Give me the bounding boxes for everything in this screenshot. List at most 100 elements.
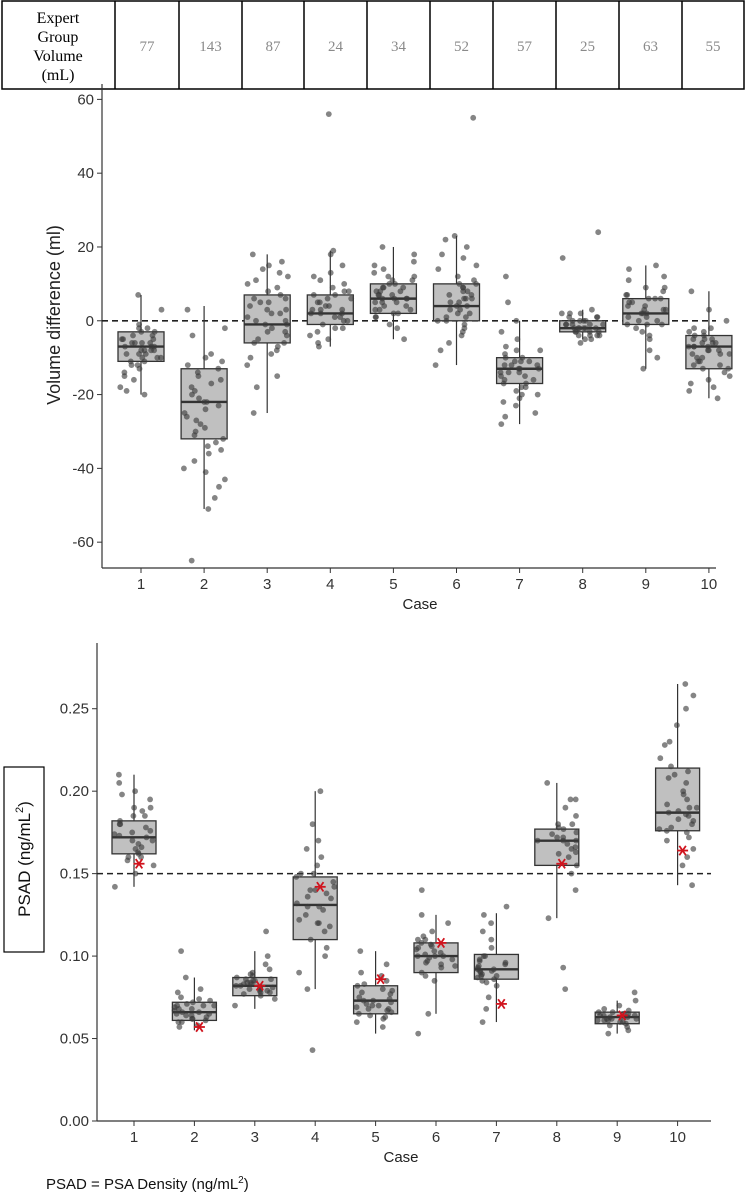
data-point — [131, 376, 137, 383]
data-point — [327, 269, 334, 276]
data-point — [222, 476, 228, 483]
data-point — [425, 1010, 432, 1017]
data-point — [268, 351, 275, 357]
data-point — [523, 380, 529, 387]
top-chart-axes: -60 -40 -20 0 20 40 60 1 2 3 4 5 6 7 8 9 10 — [72, 84, 717, 593]
x-tick-label-case-5: 5 — [371, 1129, 379, 1146]
data-point — [706, 306, 712, 313]
data-point — [359, 989, 365, 996]
data-point — [571, 325, 578, 332]
data-point — [218, 447, 225, 453]
x-tick-label-case-6: 6 — [452, 576, 460, 593]
data-point — [244, 362, 251, 368]
data-point — [643, 314, 650, 320]
marker-stroke — [557, 858, 566, 869]
x-tick-label-case-5: 5 — [389, 576, 397, 593]
table-header-line-1: Expert — [37, 10, 80, 27]
data-point — [281, 340, 287, 346]
marker-stroke — [134, 858, 144, 869]
data-point — [317, 310, 324, 317]
expert-volume-case-8: 25 — [580, 39, 595, 55]
data-point — [243, 976, 249, 983]
y-tick-label: 0.15 — [60, 866, 89, 883]
data-point — [429, 928, 436, 935]
data-point — [182, 974, 189, 981]
data-point — [319, 321, 326, 328]
data-point — [479, 928, 486, 935]
data-point — [143, 834, 150, 841]
data-point — [498, 421, 505, 427]
data-point — [269, 984, 276, 991]
x-tick-label-case-4: 4 — [311, 1129, 319, 1146]
data-point — [646, 332, 653, 339]
data-point — [415, 936, 421, 943]
data-point — [383, 961, 390, 968]
data-point — [569, 317, 576, 324]
marker-stroke — [678, 845, 687, 856]
data-point — [283, 306, 289, 313]
data-point — [181, 465, 187, 472]
x-tick-label-case-2: 2 — [200, 576, 208, 593]
data-point — [310, 870, 317, 877]
data-point — [303, 846, 310, 852]
data-point — [626, 266, 632, 272]
marker-stroke — [195, 1021, 204, 1033]
data-point — [277, 292, 284, 298]
data-point — [503, 273, 509, 280]
data-point — [476, 958, 483, 964]
data-point — [266, 966, 273, 973]
data-point — [686, 804, 693, 811]
data-point — [259, 266, 266, 272]
data-point — [268, 976, 274, 983]
data-point — [251, 295, 257, 302]
data-point — [477, 968, 483, 974]
data-point — [251, 340, 258, 346]
data-point — [132, 340, 138, 346]
expert-reference-marker-case-1 — [133, 858, 145, 869]
data-point — [123, 351, 130, 357]
data-point — [365, 1006, 372, 1012]
data-point — [264, 953, 271, 959]
data-point — [493, 982, 500, 989]
data-point — [323, 944, 330, 951]
y-tick-label: 0.10 — [60, 948, 89, 965]
data-point — [341, 288, 348, 295]
data-point — [682, 681, 689, 687]
x-tick-label-case-10: 10 — [669, 1129, 686, 1146]
data-point — [573, 862, 580, 869]
data-point — [361, 981, 368, 987]
data-point — [664, 837, 670, 844]
footnote-superscript: 2 — [238, 1175, 244, 1186]
data-point — [500, 399, 507, 405]
x-tick-label-case-6: 6 — [432, 1129, 440, 1146]
data-point — [660, 306, 667, 313]
data-point — [141, 391, 148, 398]
data-point — [501, 376, 508, 383]
table-header-line-2: Group — [38, 29, 79, 46]
data-point — [116, 832, 123, 839]
data-point — [544, 780, 551, 786]
data-point — [631, 989, 638, 996]
data-point — [117, 384, 124, 391]
data-point — [316, 903, 323, 910]
data-point — [594, 1017, 601, 1024]
data-point — [435, 266, 442, 272]
data-point — [315, 837, 322, 844]
data-point — [513, 317, 520, 324]
data-point — [594, 314, 601, 320]
data-point — [661, 742, 668, 748]
data-point — [644, 321, 650, 328]
x-tick-label-case-4: 4 — [326, 576, 334, 593]
expert-reference-marker-case-5 — [375, 973, 387, 985]
data-point — [683, 705, 689, 712]
data-point — [380, 284, 386, 291]
data-point — [452, 963, 458, 969]
data-point — [206, 1010, 213, 1017]
y-tick-label: 0 — [86, 313, 94, 330]
data-point — [353, 1004, 360, 1011]
data-point — [503, 903, 510, 910]
data-point — [473, 281, 479, 287]
data-point — [371, 269, 378, 276]
data-point — [422, 951, 429, 958]
data-point — [534, 391, 541, 398]
